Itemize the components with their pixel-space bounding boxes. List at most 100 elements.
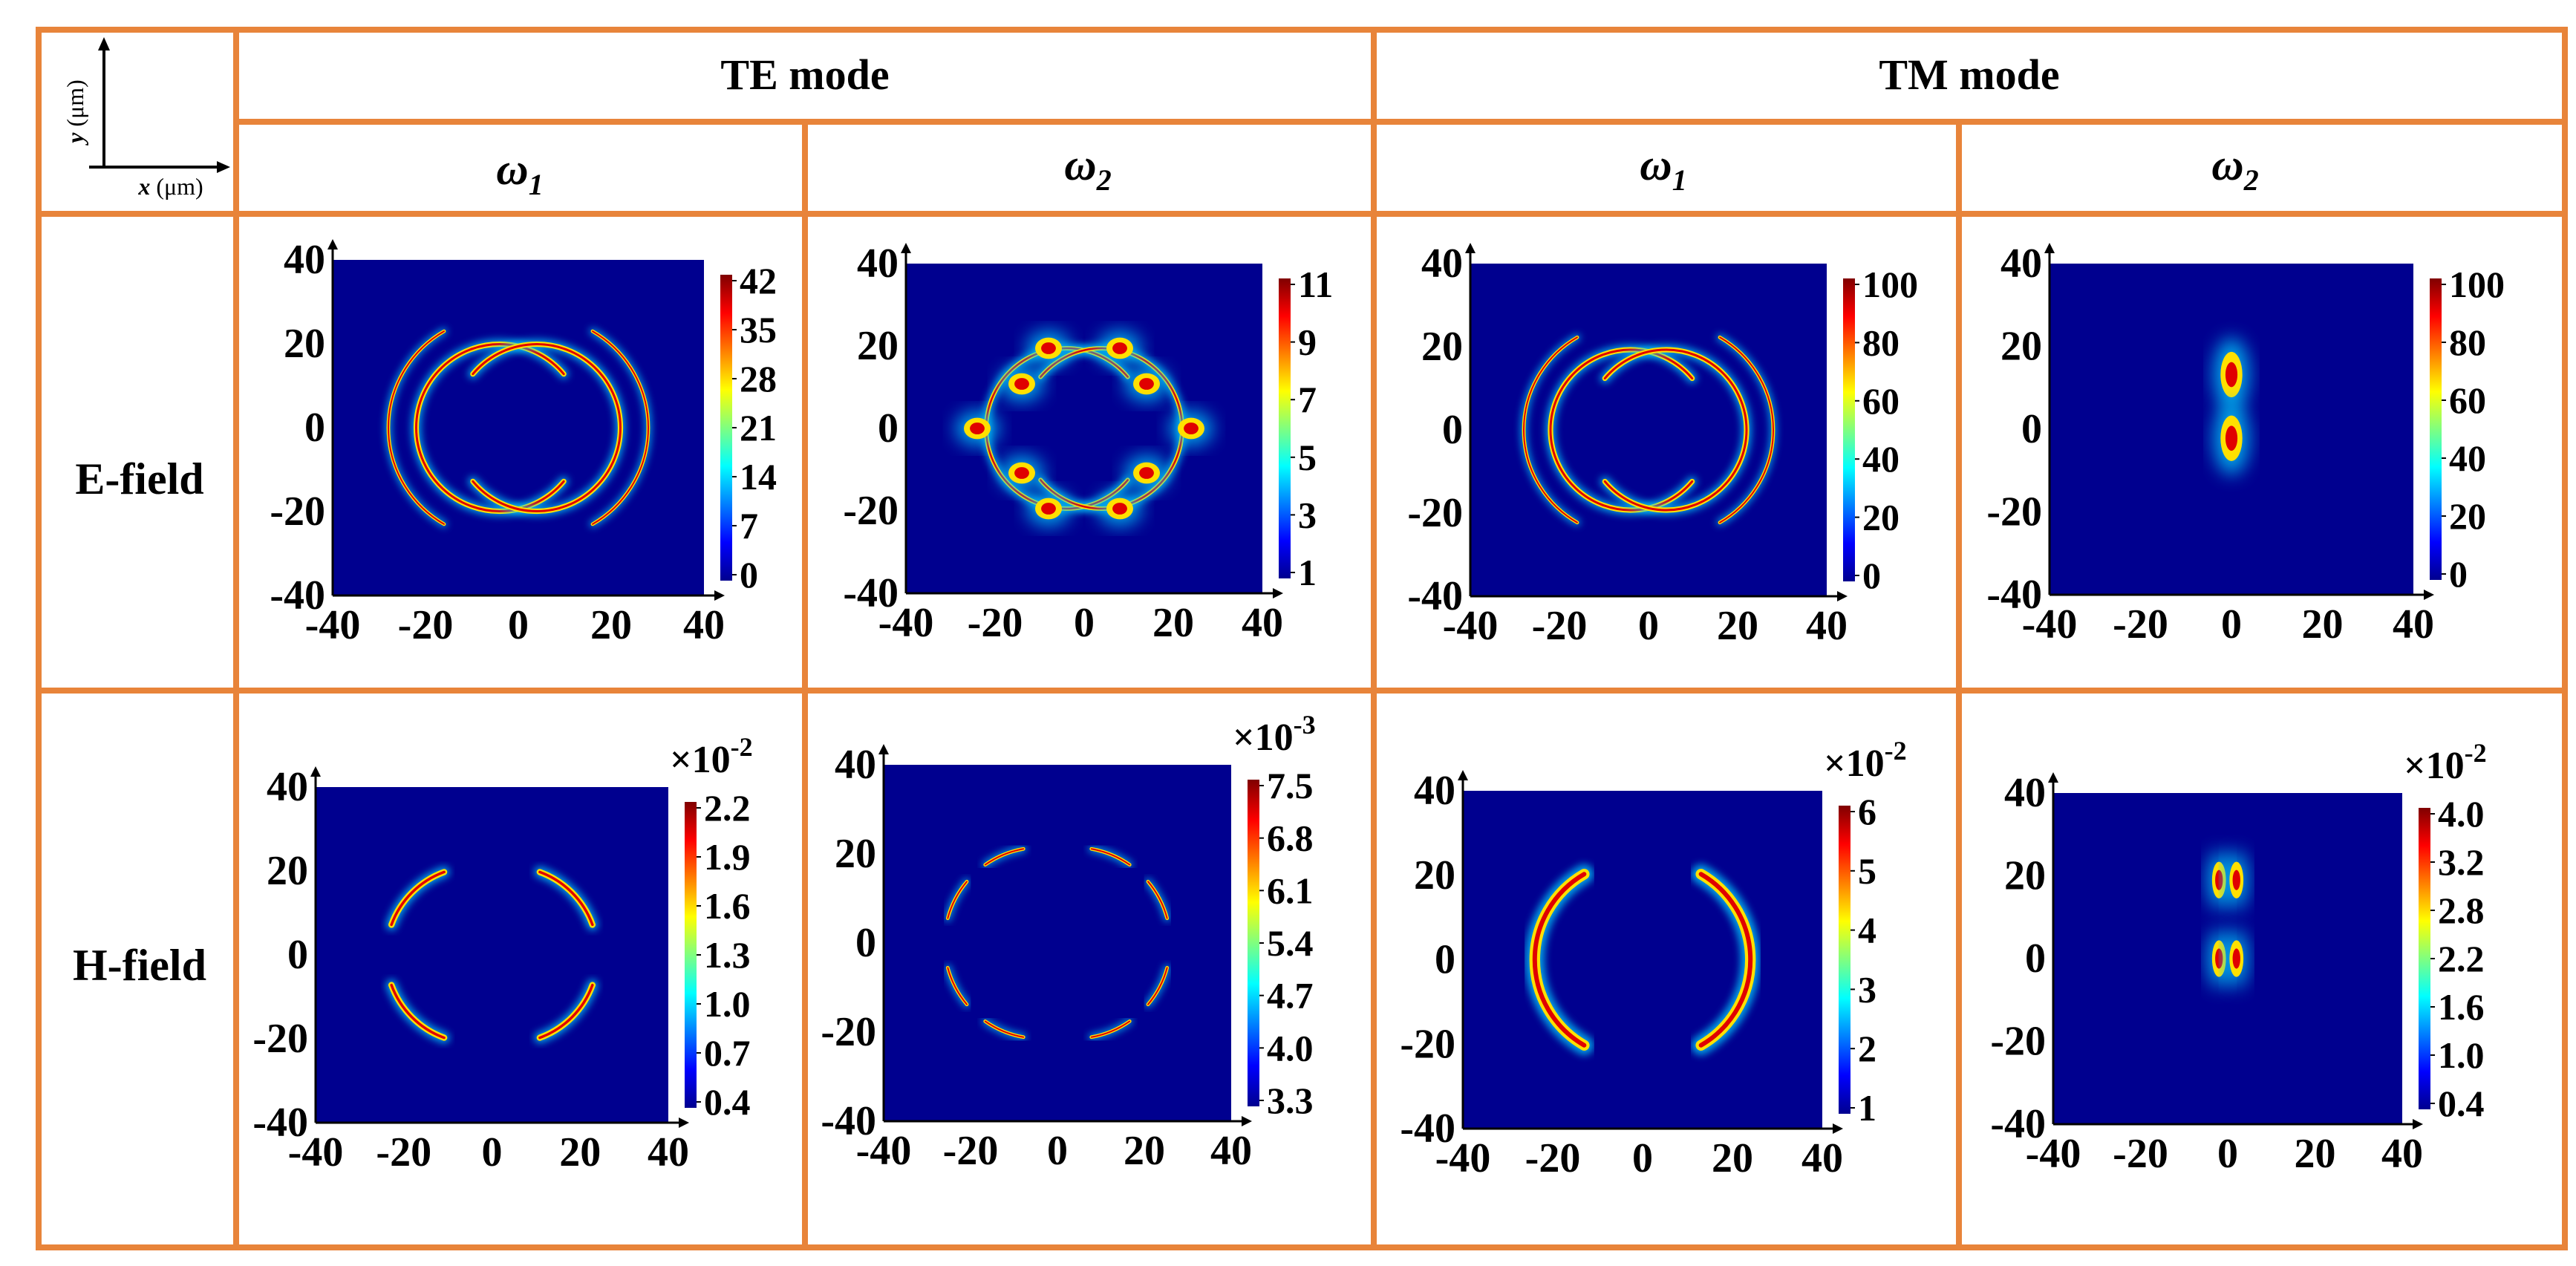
field-hotspot	[1139, 467, 1154, 479]
field-hotspot	[2225, 425, 2238, 451]
colorbar-multiplier: ×10-3	[1233, 710, 1316, 759]
field-pattern	[385, 327, 652, 528]
col-header-te-omega2: ω2	[1064, 140, 1111, 197]
colorbar-multiplier: ×10-2	[2404, 738, 2487, 787]
colorbar-tick-label: 1	[1858, 1087, 1876, 1129]
y-tick-label: 40	[1414, 768, 1455, 814]
colorbar-tick-label: 35	[740, 309, 777, 350]
field-hotspot	[472, 343, 622, 512]
field-hotspot	[2215, 948, 2223, 969]
colorbar-tick-label: 20	[1862, 497, 1900, 538]
field-hotspot	[1112, 503, 1127, 515]
x-tick-label: -20	[2113, 601, 2168, 647]
colorbar-tick-label: 9	[1298, 322, 1317, 363]
panel-H-TM-7: -40 -20 0 20 40 40 20 0 -20 -40 4.0 3.2 2.8 2.2 1.6 1.0…	[1990, 738, 2486, 1177]
colorbar	[2419, 808, 2430, 1109]
x-tick-label: 40	[1242, 600, 1283, 646]
y-tick-label: -40	[1990, 1101, 2046, 1147]
x-tick-label: -40	[2026, 1131, 2081, 1177]
x-tick-label: 40	[1801, 1135, 1843, 1181]
field-hotspot	[1041, 503, 1056, 515]
x-tick-label: -20	[376, 1129, 431, 1175]
colorbar-multiplier: ×10-2	[670, 732, 753, 781]
x-tick-label: 20	[1124, 1128, 1165, 1174]
x-tick-label: 20	[590, 602, 632, 648]
x-axis-arrow	[1273, 588, 1283, 598]
field-pattern	[1520, 333, 1777, 526]
colorbar-tick-label: 6.1	[1267, 869, 1314, 911]
colorbar-tick-label: 1	[1298, 552, 1317, 593]
x-axis-arrow	[2424, 590, 2434, 600]
y-tick-label: -20	[252, 1016, 308, 1062]
field-hotspot	[2232, 869, 2240, 890]
y-tick-label: -20	[1986, 489, 2042, 535]
x-tick-label: 20	[1712, 1135, 1753, 1181]
colorbar	[1843, 278, 1855, 581]
field-hotspot	[1041, 342, 1056, 354]
x-tick-label: -20	[943, 1128, 999, 1174]
y-tick-label: 20	[2001, 324, 2042, 370]
panel-H-TE-5: -40 -20 0 20 40 40 20 0 -20 -40 7.5 6.8 6.1 5.4 4.7 4.0…	[821, 710, 1315, 1174]
colorbar-tick-label: 4.7	[1267, 975, 1314, 1017]
field-hotspot	[1014, 467, 1029, 479]
y-tick-label: 0	[1442, 407, 1463, 453]
y-tick-label: -20	[270, 489, 325, 535]
row-label-h-field: H-field	[73, 941, 206, 990]
field-hotspot	[390, 983, 446, 1040]
x-tick-label: -20	[1532, 603, 1588, 649]
plot-background	[333, 260, 704, 596]
y-tick-label: 20	[857, 323, 899, 369]
y-tick-label: -20	[843, 488, 899, 534]
y-tick-label: 20	[267, 848, 308, 894]
colorbar-tick-label: 2.8	[2438, 890, 2485, 931]
y-tick-label: 0	[2025, 936, 2046, 982]
x-tick-label: 0	[1632, 1135, 1653, 1181]
colorbar-tick-label: 42	[740, 260, 777, 301]
field-hotspot	[1603, 348, 1748, 512]
field-hotspot	[1139, 378, 1154, 390]
y-tick-label: -40	[1407, 573, 1463, 619]
y-tick-label: -20	[1990, 1019, 2046, 1065]
x-tick-label: -20	[968, 600, 1023, 646]
field-hotspot	[947, 967, 968, 1005]
y-axis-arrow	[1465, 243, 1476, 253]
y-tick-label: -20	[821, 1009, 876, 1055]
y-axis-arrow	[2048, 772, 2058, 783]
colorbar-tick-label: 100	[1862, 264, 1918, 305]
panel-E-TM-2: -40 -20 0 20 40 40 20 0 -20 -40 100 80 60 40 20 0	[1407, 241, 1918, 649]
x-tick-label: -40	[856, 1128, 912, 1174]
col-header-tm-omega2: ω2	[2211, 140, 2258, 197]
colorbar-tick-label: 2.2	[704, 787, 751, 829]
x-tick-label: 0	[482, 1129, 503, 1175]
colorbar-tick-label: 1.3	[704, 934, 751, 976]
colorbar-tick-label: 0.4	[704, 1081, 751, 1123]
y-tick-label: 40	[2004, 770, 2046, 816]
x-tick-label: -20	[398, 602, 454, 648]
corner-x-label: x (μm)	[137, 173, 203, 200]
y-tick-label: -20	[1400, 1021, 1455, 1067]
x-tick-label: 20	[1152, 600, 1194, 646]
y-tick-label: 0	[2021, 406, 2042, 452]
colorbar	[1248, 780, 1259, 1106]
colorbar-tick-label: 7.5	[1267, 765, 1314, 806]
x-tick-label: -40	[878, 600, 934, 646]
plot-background	[1463, 791, 1822, 1129]
y-tick-label: 0	[304, 405, 325, 451]
y-axis-arrow	[901, 243, 911, 253]
field-pattern	[1525, 864, 1761, 1055]
colorbar-tick-label: 0	[740, 554, 758, 596]
x-tick-label: 0	[1638, 603, 1659, 649]
y-tick-label: -40	[252, 1100, 308, 1146]
colorbar	[1279, 278, 1291, 578]
field-hotspot	[538, 983, 594, 1040]
field-hotspot	[1112, 342, 1127, 354]
colorbar-tick-label: 6	[1858, 791, 1876, 832]
y-tick-label: 0	[1435, 937, 1455, 983]
panel-E-TE-0: -40 -20 0 20 40 40 20 0 -20 -40 42 35 28 21 14 7 0	[270, 237, 777, 648]
row-label-e-field: E-field	[75, 454, 203, 503]
colorbar-tick-label: 2	[1858, 1028, 1876, 1069]
y-tick-label: 20	[1421, 324, 1463, 370]
plot-background	[1470, 264, 1827, 596]
y-tick-label: -40	[270, 572, 325, 619]
